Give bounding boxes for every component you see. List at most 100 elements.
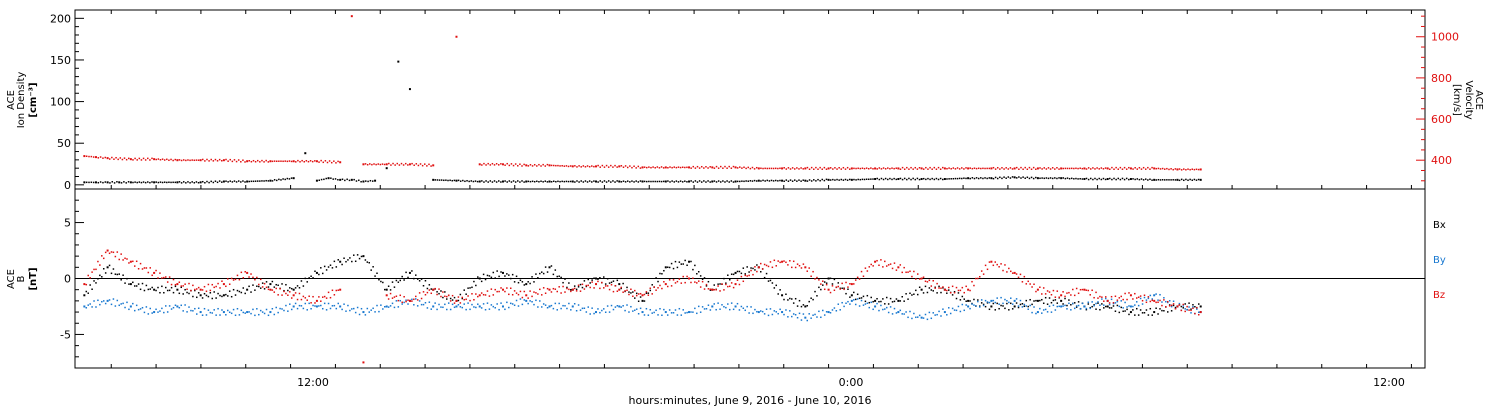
data-point (787, 167, 790, 169)
data-point (859, 178, 862, 181)
data-point (511, 293, 514, 296)
data-point (925, 178, 927, 181)
data-point (227, 309, 229, 312)
data-point (928, 279, 931, 282)
data-point (486, 302, 489, 304)
data-point (806, 319, 809, 322)
data-point (267, 286, 270, 288)
data-point (1094, 177, 1096, 180)
data-point (897, 299, 900, 302)
data-point (1093, 304, 1095, 306)
data-point (808, 313, 810, 315)
data-point (129, 260, 132, 263)
data-point (495, 181, 498, 183)
data-point (113, 182, 116, 184)
data-point (630, 288, 632, 291)
data-point (234, 294, 237, 296)
data-point (1123, 166, 1126, 169)
data-point (440, 290, 442, 292)
data-point (211, 312, 214, 314)
data-point (217, 282, 219, 285)
data-point (650, 166, 652, 169)
data-point (1095, 291, 1097, 294)
data-point (645, 291, 648, 293)
data-point (988, 177, 991, 179)
data-point (998, 303, 1000, 305)
data-point (465, 293, 467, 295)
data-point (1097, 297, 1099, 299)
data-point (769, 279, 772, 282)
data-point (172, 306, 175, 309)
data-point (796, 167, 798, 169)
data-point (785, 261, 787, 264)
data-point (701, 306, 704, 308)
data-point (244, 271, 246, 273)
data-point (91, 288, 93, 291)
data-point (143, 311, 146, 314)
data-point (1139, 297, 1142, 300)
data-point (614, 181, 616, 183)
data-point (1070, 294, 1072, 296)
data-point (1023, 275, 1026, 278)
data-point (1025, 305, 1028, 307)
data-point (1168, 299, 1171, 302)
data-point (542, 272, 545, 275)
data-point (1079, 167, 1081, 169)
data-point (219, 314, 221, 316)
data-point (977, 277, 979, 280)
data-point (743, 180, 745, 183)
data-point (1068, 291, 1070, 294)
data-point (584, 166, 587, 168)
data-point (810, 297, 812, 299)
data-point (371, 163, 373, 166)
data-point (783, 260, 785, 262)
data-point (775, 284, 778, 287)
data-point (844, 168, 847, 170)
data-point (240, 291, 243, 294)
data-point (304, 152, 307, 155)
data-point (203, 307, 206, 310)
data-point (690, 180, 692, 182)
data-point (741, 180, 743, 182)
data-point (771, 313, 774, 316)
data-point (676, 314, 679, 316)
data-point (1022, 176, 1024, 178)
data-point (1147, 179, 1149, 181)
data-point (92, 156, 95, 158)
data-point (676, 266, 679, 269)
data-point (576, 166, 578, 168)
data-point (327, 291, 330, 294)
data-point (511, 273, 514, 276)
data-point (781, 294, 784, 297)
data-point (495, 163, 498, 165)
data-point (1060, 294, 1063, 297)
data-point (143, 289, 146, 292)
data-point (484, 278, 487, 281)
data-point (560, 292, 562, 294)
data-point (842, 166, 845, 169)
data-point (168, 159, 170, 162)
data-point (149, 267, 151, 269)
data-point (1106, 178, 1109, 181)
data-point (870, 301, 872, 304)
data-point (762, 167, 764, 170)
data-point (1056, 302, 1059, 304)
data-point (821, 168, 823, 170)
data-point (1081, 178, 1084, 180)
data-point (669, 166, 671, 168)
data-point (817, 178, 819, 181)
data-point (777, 180, 779, 182)
data-point (903, 177, 906, 180)
data-point (186, 288, 188, 290)
data-point (967, 288, 970, 291)
data-point (622, 305, 624, 307)
data-point (159, 159, 162, 161)
data-point (376, 272, 378, 275)
data-point (688, 311, 691, 314)
data-point (1153, 299, 1156, 302)
data-point (159, 272, 161, 274)
data-point (880, 304, 882, 307)
data-point (845, 302, 847, 305)
data-point (1122, 307, 1124, 309)
data-point (1182, 303, 1185, 306)
